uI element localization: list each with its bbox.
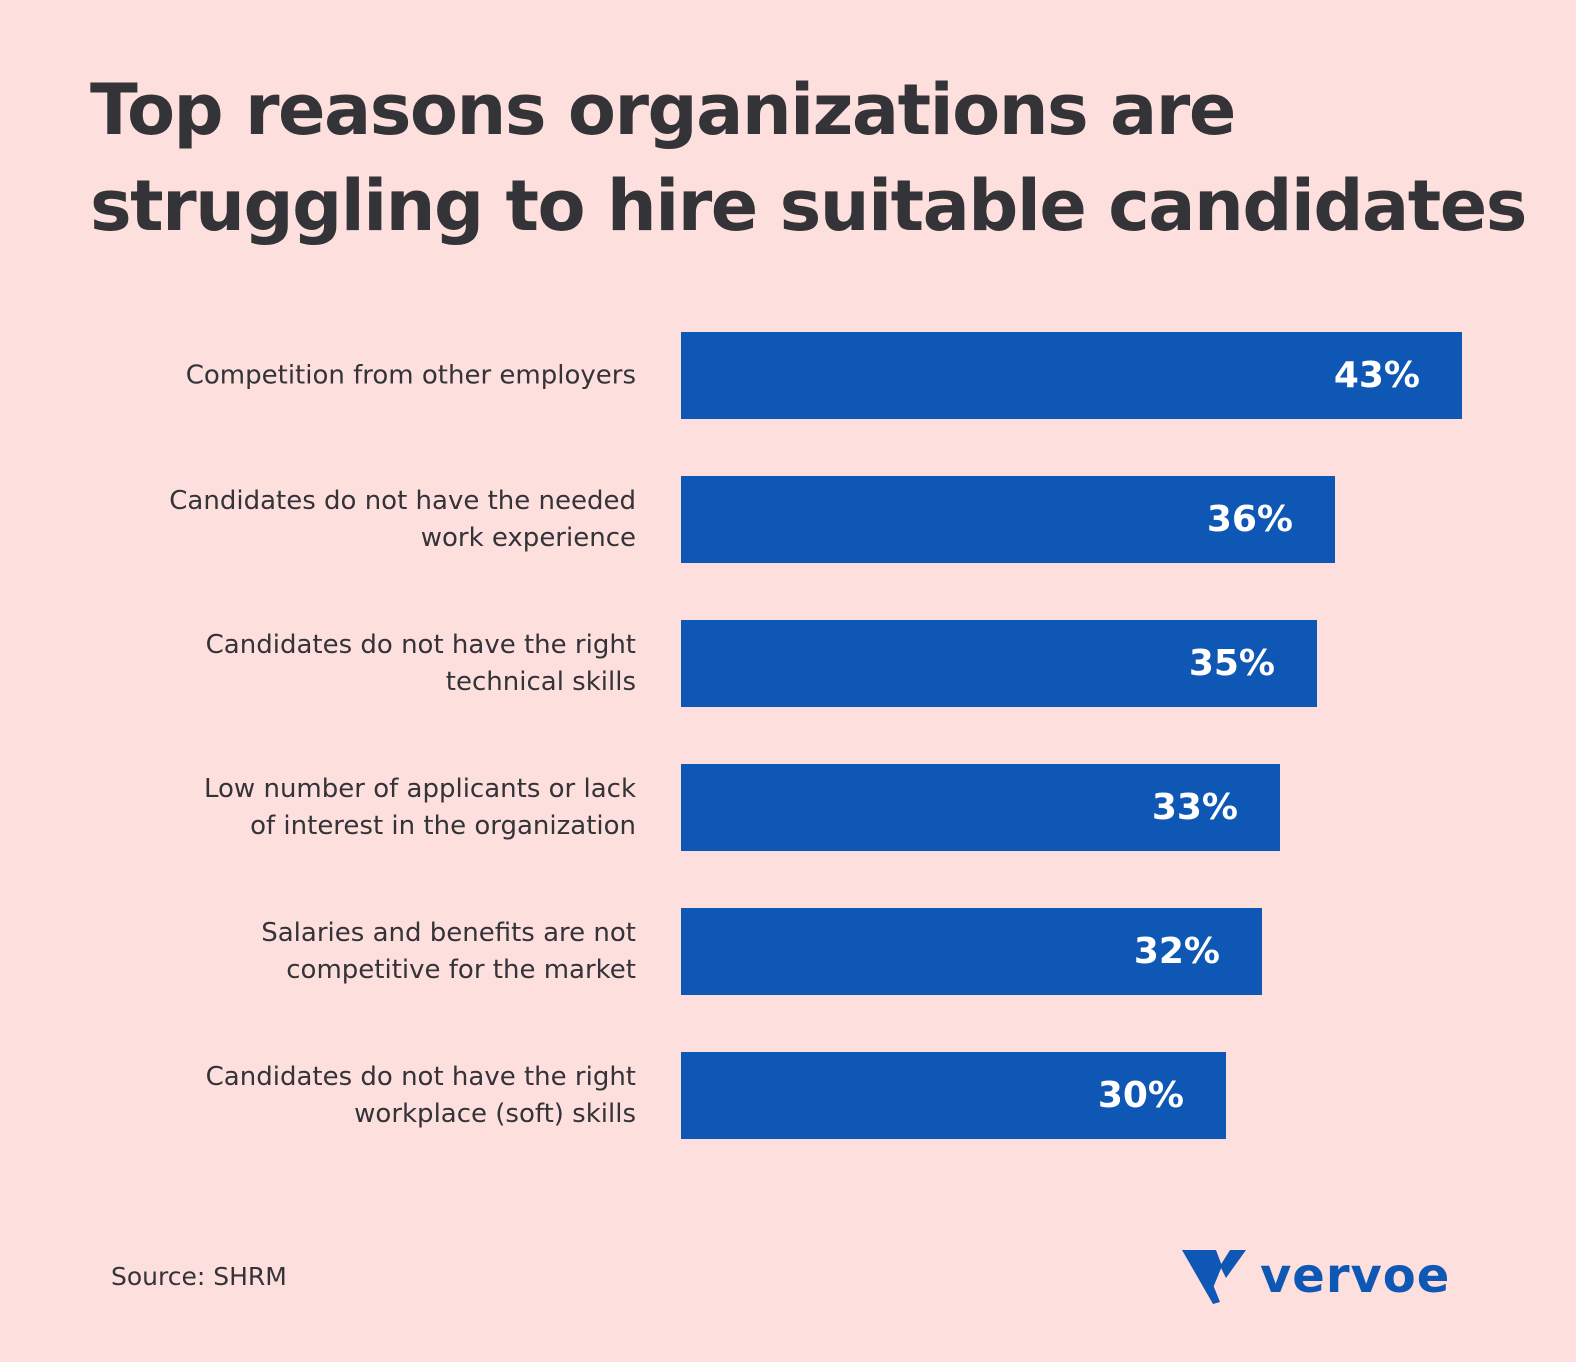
- bar-value-label-4: 33%: [1152, 787, 1238, 828]
- source-note: Source: SHRM: [111, 1262, 287, 1291]
- chart-title-line-2: struggling to hire suitable candidates: [90, 165, 1527, 247]
- bar-6: [681, 1052, 1226, 1139]
- category-label-6-line-2: workplace (soft) skills: [354, 1099, 636, 1129]
- vervoe-logo: vervoe: [1182, 1246, 1450, 1306]
- category-label-5-line-2: competitive for the market: [286, 955, 636, 985]
- bar-value-label-1: 43%: [1334, 355, 1420, 396]
- category-label-2-line-1: Candidates do not have the needed: [169, 486, 636, 516]
- category-label-1: Competition from other employers: [186, 361, 636, 391]
- category-label-3-line-1: Candidates do not have the right: [206, 630, 636, 660]
- category-label-2-line-2: work experience: [421, 523, 636, 553]
- chart-title: Top reasons organizations are struggling…: [90, 62, 1527, 254]
- bar-3: [681, 620, 1317, 707]
- category-label-5-line-1: Salaries and benefits are not: [261, 918, 636, 948]
- category-label-3-line-2: technical skills: [446, 667, 636, 697]
- vervoe-v-logo-icon: [1182, 1250, 1246, 1304]
- category-label-3: Candidates do not have the right technica…: [206, 630, 636, 697]
- bar-value-label-2: 36%: [1207, 499, 1293, 540]
- category-label-5: Salaries and benefits are not competitive…: [261, 918, 636, 985]
- category-label-4-line-2: of interest in the organization: [250, 811, 636, 841]
- category-label-6: Candidates do not have the right workplac…: [206, 1062, 636, 1129]
- vervoe-wordmark: vervoe: [1260, 1248, 1451, 1304]
- bar-value-label-6: 30%: [1098, 1075, 1184, 1116]
- category-label-4-line-1: Low number of applicants or lack: [204, 774, 636, 804]
- category-label-1-line-1: Competition from other employers: [186, 361, 636, 391]
- bar-4: [681, 764, 1280, 851]
- chart-title-line-1: Top reasons organizations are: [90, 69, 1236, 151]
- category-label-2: Candidates do not have the needed work ex…: [169, 486, 636, 553]
- bar-5: [681, 908, 1262, 995]
- category-label-6-line-1: Candidates do not have the right: [206, 1062, 636, 1092]
- bar-value-label-3: 35%: [1189, 643, 1275, 684]
- bar-2: [681, 476, 1335, 563]
- bar-1: [681, 332, 1462, 419]
- category-label-4: Low number of applicants or lack of inter…: [204, 774, 636, 841]
- bar-value-label-5: 32%: [1134, 931, 1220, 972]
